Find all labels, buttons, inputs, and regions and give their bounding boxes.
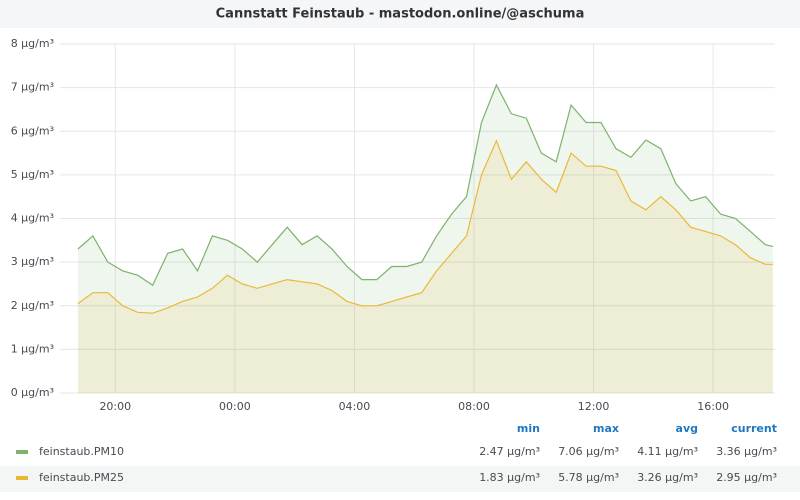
panel-title: Cannstatt Feinstaub - mastodon.online/@a… <box>216 7 585 22</box>
legend-stat: 7.06 µg/m³ <box>558 445 619 458</box>
legend-stat: 3.26 µg/m³ <box>637 471 698 484</box>
x-tick-label: 08:00 <box>458 400 490 413</box>
legend-header[interactable]: max <box>593 422 619 435</box>
title-bar <box>0 0 800 28</box>
y-tick-label: 4 µg/m³ <box>11 212 54 225</box>
legend-name[interactable]: feinstaub.PM10 <box>39 445 124 458</box>
legend-stat: 2.95 µg/m³ <box>716 471 777 484</box>
x-tick-label: 12:00 <box>578 400 610 413</box>
legend-stat: 5.78 µg/m³ <box>558 471 619 484</box>
y-tick-label: 2 µg/m³ <box>11 299 54 312</box>
legend-name[interactable]: feinstaub.PM25 <box>39 471 124 484</box>
y-tick-label: 5 µg/m³ <box>11 168 54 181</box>
y-tick-label: 8 µg/m³ <box>11 37 54 50</box>
legend-stat: 3.36 µg/m³ <box>716 445 777 458</box>
legend-header[interactable]: current <box>731 422 777 435</box>
series-line <box>77 139 773 314</box>
legend-stat: 1.83 µg/m³ <box>479 471 540 484</box>
legend-stat: 2.47 µg/m³ <box>479 445 540 458</box>
legend-header[interactable]: avg <box>676 422 698 435</box>
x-tick-label: 00:00 <box>219 400 251 413</box>
y-tick-label: 6 µg/m³ <box>11 124 54 137</box>
legend-header[interactable]: min <box>517 422 540 435</box>
series-area <box>77 85 773 393</box>
y-tick-label: 7 µg/m³ <box>11 81 54 94</box>
y-tick-label: 1 µg/m³ <box>11 342 54 355</box>
x-tick-label: 20:00 <box>99 400 131 413</box>
x-tick-label: 04:00 <box>339 400 371 413</box>
series-line <box>77 83 774 287</box>
legend-row-stripe <box>0 466 800 492</box>
y-tick-label: 3 µg/m³ <box>11 255 54 268</box>
series-area <box>77 140 773 393</box>
y-tick-label: 0 µg/m³ <box>11 386 54 399</box>
x-tick-label: 16:00 <box>697 400 729 413</box>
legend-stat: 4.11 µg/m³ <box>637 445 698 458</box>
